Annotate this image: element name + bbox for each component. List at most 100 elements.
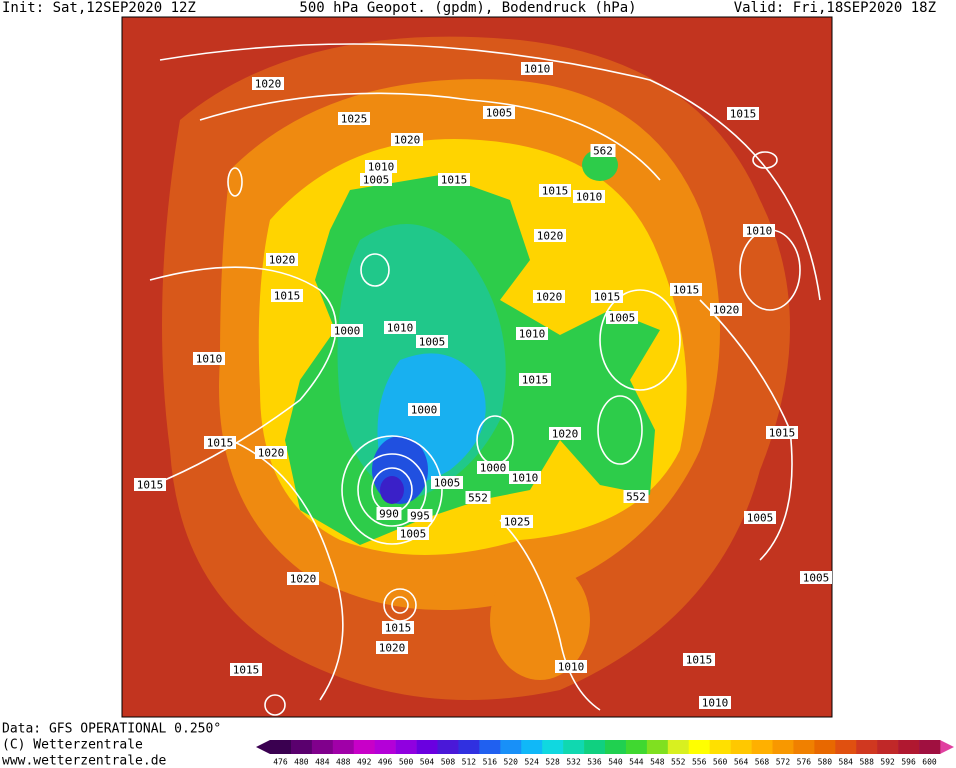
isobar-label-box [287, 572, 319, 585]
colorbar-cell [311, 740, 334, 754]
isobar-label-box [766, 426, 798, 439]
colorbar-cell [898, 740, 920, 754]
colorbar-label: 488 [336, 758, 351, 767]
data-source: Data: GFS OPERATIONAL 0.250° [2, 722, 221, 737]
colorbar-cell [542, 740, 564, 754]
colorbar-cell [290, 740, 313, 754]
isobar-label: 562 [593, 145, 613, 158]
colorbar-cell [374, 740, 396, 754]
colorbar-cell [437, 740, 459, 754]
map-field [122, 17, 832, 717]
colorbar-cell [772, 740, 794, 754]
isobar-label-box [408, 403, 440, 416]
colorbar-cell [667, 740, 690, 754]
shade-low-core [380, 476, 404, 504]
isobar-label: 1020 [269, 254, 296, 267]
isobar-label-box [382, 621, 414, 634]
isobar-label: 1000 [480, 462, 507, 475]
colorbar-label: 516 [483, 758, 498, 767]
isobar-label-box [376, 641, 408, 654]
isobar-label: 1020 [537, 230, 564, 243]
colorbar-label: 548 [650, 758, 665, 767]
website: www.wetterzentrale.de [2, 754, 167, 768]
isobar-label: 1020 [258, 447, 285, 460]
colorbar-cell [521, 740, 543, 754]
colorbar-label: 560 [713, 758, 728, 767]
colorbar-label: 532 [566, 758, 581, 767]
isobar-label-box [431, 476, 463, 489]
isobar-label: 1005 [363, 174, 390, 187]
colorbar-label: 508 [441, 758, 456, 767]
isobar-label: 1000 [334, 325, 361, 338]
colorbar-label: 564 [734, 758, 749, 767]
isobar-label-box [521, 62, 553, 75]
colorbar-label: 544 [629, 758, 644, 767]
colorbar-cell [395, 740, 417, 754]
colorbar-label: 592 [880, 758, 895, 767]
colorbar-cell [835, 740, 857, 754]
colorbar-cell [605, 740, 627, 754]
colorbar-label: 568 [755, 758, 770, 767]
isobar-label: 1015 [769, 427, 796, 440]
colorbar-label: 504 [420, 758, 435, 767]
isobar-label-box [134, 478, 166, 491]
isobar-label: 1015 [686, 654, 713, 667]
colorbar-label: 556 [692, 758, 707, 767]
isobar-label: 990 [379, 508, 399, 521]
colorbar-label: 552 [671, 758, 686, 767]
isobar-label: 1015 [137, 479, 164, 492]
colorbar-cell [563, 740, 585, 754]
isobar-label: 1020 [255, 78, 282, 91]
colorbar-cell [814, 740, 836, 754]
isobar-label: 1005 [419, 336, 446, 349]
shade-iberia [490, 560, 590, 680]
isobar-label-box [549, 427, 581, 440]
isobar-label: 1010 [512, 472, 539, 485]
init-time: Init: Sat,12SEP2020 12Z [2, 0, 196, 16]
colorbar-cell [856, 740, 878, 754]
map-title: 500 hPa Geopot. (gpdm), Bodendruck (hPa) [299, 0, 636, 16]
isobar-label: 1015 [274, 290, 301, 303]
colorbar-cell [751, 740, 773, 754]
colorbar-label: 500 [399, 758, 414, 767]
isobar-label: 1015 [207, 437, 234, 450]
isobar-label: 1020 [552, 428, 579, 441]
isobar-label-box [465, 491, 491, 504]
isobar-label-box [710, 303, 742, 316]
colorbar-label: 596 [901, 758, 916, 767]
isobar-label-box [483, 106, 515, 119]
isobar-label-box [539, 184, 571, 197]
colorbar-label: 524 [524, 758, 539, 767]
colorbar-label: 584 [839, 758, 854, 767]
isobar-label: 995 [410, 510, 430, 523]
colorbar-label: 492 [357, 758, 372, 767]
isobar-label: 1015 [673, 284, 700, 297]
isobar-label: 1005 [803, 572, 830, 585]
isobar-label: 1010 [558, 661, 585, 674]
colorbar-low-arrow [256, 740, 270, 754]
isobar-label-box [534, 229, 566, 242]
isobar-label: 1005 [400, 528, 427, 541]
isobar-label-box [670, 283, 702, 296]
colorbar-cell [688, 740, 710, 754]
isobar-label-box [501, 515, 533, 528]
isobar-label-box [416, 335, 448, 348]
colorbar-label: 600 [922, 758, 937, 767]
isobar-label: 1020 [290, 573, 317, 586]
isobar-label-box [573, 190, 605, 203]
isobar-label-box [606, 311, 638, 324]
isobar-label-box [533, 290, 565, 303]
isobar-label-box [252, 77, 284, 90]
isobar-label: 1010 [387, 322, 414, 335]
isobar-label-box [384, 321, 416, 334]
isobar-label-box [193, 352, 225, 365]
colorbar-label: 476 [273, 758, 288, 767]
isobar-label-box [727, 107, 759, 120]
isobar-label-box [271, 289, 303, 302]
colorbar-label: 540 [608, 758, 623, 767]
isobar-label-box [204, 436, 236, 449]
isobar-label-box [255, 446, 287, 459]
isobar-label: 1005 [609, 312, 636, 325]
isobar-label: 1010 [746, 225, 773, 238]
